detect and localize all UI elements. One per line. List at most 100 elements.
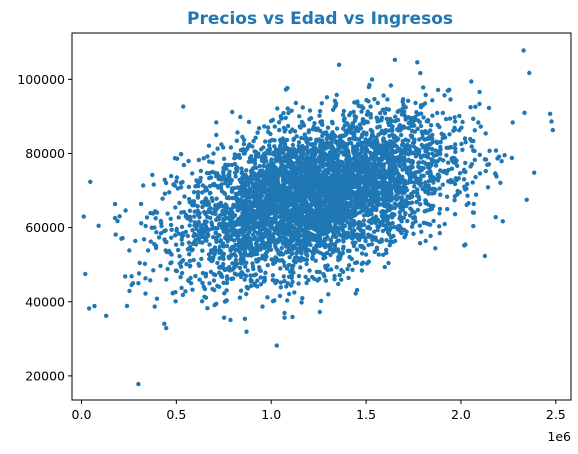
data-point	[180, 238, 184, 242]
data-point	[238, 115, 242, 119]
data-point	[252, 192, 256, 196]
data-point	[216, 185, 220, 189]
data-point	[168, 250, 172, 254]
data-point	[297, 235, 301, 239]
data-point	[330, 242, 334, 246]
data-point	[437, 125, 441, 129]
data-point	[418, 241, 422, 245]
data-point	[401, 160, 405, 164]
data-point	[226, 173, 230, 177]
data-point	[177, 215, 181, 219]
data-point	[404, 198, 408, 202]
data-point	[307, 268, 311, 272]
data-point	[287, 150, 291, 154]
data-point	[187, 197, 191, 201]
data-point	[335, 93, 339, 97]
data-point	[449, 178, 453, 182]
data-point	[329, 238, 333, 242]
data-point	[449, 145, 453, 149]
data-point	[366, 243, 370, 247]
data-point	[162, 237, 166, 241]
data-point	[305, 214, 309, 218]
data-point	[438, 207, 442, 211]
data-point	[180, 180, 184, 184]
data-point	[377, 196, 381, 200]
data-point	[269, 180, 273, 184]
data-point	[233, 196, 237, 200]
data-point	[371, 139, 375, 143]
data-point	[367, 219, 371, 223]
data-point	[325, 137, 329, 141]
data-point	[348, 161, 352, 165]
data-point	[357, 137, 361, 141]
data-point	[415, 187, 419, 191]
data-point	[173, 299, 177, 303]
data-point	[374, 238, 378, 242]
data-point	[143, 276, 147, 280]
data-point	[286, 124, 290, 128]
data-point	[352, 200, 356, 204]
data-point	[260, 218, 264, 222]
data-point	[259, 275, 263, 279]
data-point	[205, 171, 209, 175]
data-point	[301, 105, 305, 109]
data-point	[326, 168, 330, 172]
data-point	[187, 185, 191, 189]
data-point	[174, 243, 178, 247]
data-point	[473, 128, 477, 132]
data-point	[176, 248, 180, 252]
data-point	[310, 256, 314, 260]
data-point	[238, 217, 242, 221]
data-point	[231, 230, 235, 234]
data-point	[171, 291, 175, 295]
data-point	[151, 268, 155, 272]
data-point	[190, 288, 194, 292]
data-point	[275, 175, 279, 179]
data-point	[279, 280, 283, 284]
data-point	[304, 281, 308, 285]
data-point	[181, 104, 185, 108]
data-point	[495, 156, 499, 160]
data-point	[196, 195, 200, 199]
data-point	[182, 194, 186, 198]
data-point	[262, 199, 266, 203]
data-point	[483, 254, 487, 258]
data-point	[191, 199, 195, 203]
data-point	[428, 234, 432, 238]
data-point	[410, 134, 414, 138]
data-point	[426, 118, 430, 122]
data-point	[428, 128, 432, 132]
data-point	[389, 188, 393, 192]
data-point	[352, 178, 356, 182]
data-point	[268, 225, 272, 229]
data-point	[253, 158, 257, 162]
data-point	[196, 213, 200, 217]
data-point	[336, 216, 340, 220]
data-point	[237, 239, 241, 243]
data-point	[328, 253, 332, 257]
data-point	[362, 140, 366, 144]
data-point	[399, 133, 403, 137]
data-point	[323, 219, 327, 223]
data-point	[162, 322, 166, 326]
data-point	[285, 186, 289, 190]
data-point	[197, 158, 201, 162]
data-point	[420, 143, 424, 147]
data-point	[412, 180, 416, 184]
data-point	[201, 232, 205, 236]
data-point	[291, 138, 295, 142]
data-point	[159, 224, 163, 228]
data-point	[244, 168, 248, 172]
data-point	[310, 208, 314, 212]
data-point	[369, 212, 373, 216]
data-point	[305, 253, 309, 257]
data-point	[370, 197, 374, 201]
data-point	[386, 261, 390, 265]
data-point	[181, 258, 185, 262]
data-point	[478, 171, 482, 175]
data-point	[319, 231, 323, 235]
data-point	[182, 210, 186, 214]
data-point	[371, 216, 375, 220]
data-point	[389, 206, 393, 210]
data-point	[367, 157, 371, 161]
